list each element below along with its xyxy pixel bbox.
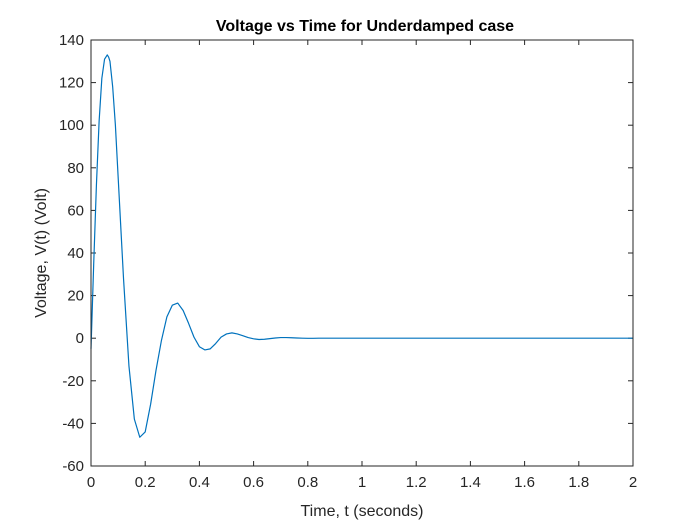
x-tick-label: 1.6 [514, 474, 535, 491]
plot-area [90, 54, 633, 438]
axes-frame [90, 39, 634, 467]
y-tick-label: 80 [67, 160, 84, 177]
y-tick-label: 60 [67, 202, 84, 219]
x-axis-label: Time, t (seconds) [301, 503, 424, 520]
voltage-series-line [90, 54, 633, 438]
axis-ticks: 0 0.2 0.4 0.6 0.8 1 1.2 1.4 1.6 1.8 2 -60 -40 -20 0 20 4… [59, 32, 637, 491]
x-tick-label: 1.8 [568, 474, 589, 491]
x-tick-label: 0.6 [243, 474, 264, 491]
y-tick-label: 140 [59, 32, 84, 49]
x-tick-label: 1.2 [406, 474, 427, 491]
x-tick-label: 1.4 [460, 474, 481, 491]
y-tick-label: 20 [67, 288, 84, 305]
y-tick-label: 120 [59, 75, 84, 92]
x-tick-label: 0.4 [189, 474, 210, 491]
chart-title: Voltage vs Time for Underdamped case [216, 18, 514, 35]
y-tick-label: -60 [62, 458, 84, 475]
y-axis-label: Voltage, V(t) (Volt) [33, 188, 50, 318]
y-tick-label: 0 [76, 330, 84, 347]
y-tick-label: 40 [67, 245, 84, 262]
y-tick-label: -20 [62, 373, 84, 390]
x-tick-label: 0 [87, 474, 95, 491]
y-tick-label: 100 [59, 117, 84, 134]
x-tick-label: 1 [358, 474, 366, 491]
x-tick-label: 0.2 [135, 474, 156, 491]
x-tick-label: 2 [629, 474, 637, 491]
x-tick-label: 0.8 [297, 474, 318, 491]
y-tick-label: -40 [62, 415, 84, 432]
